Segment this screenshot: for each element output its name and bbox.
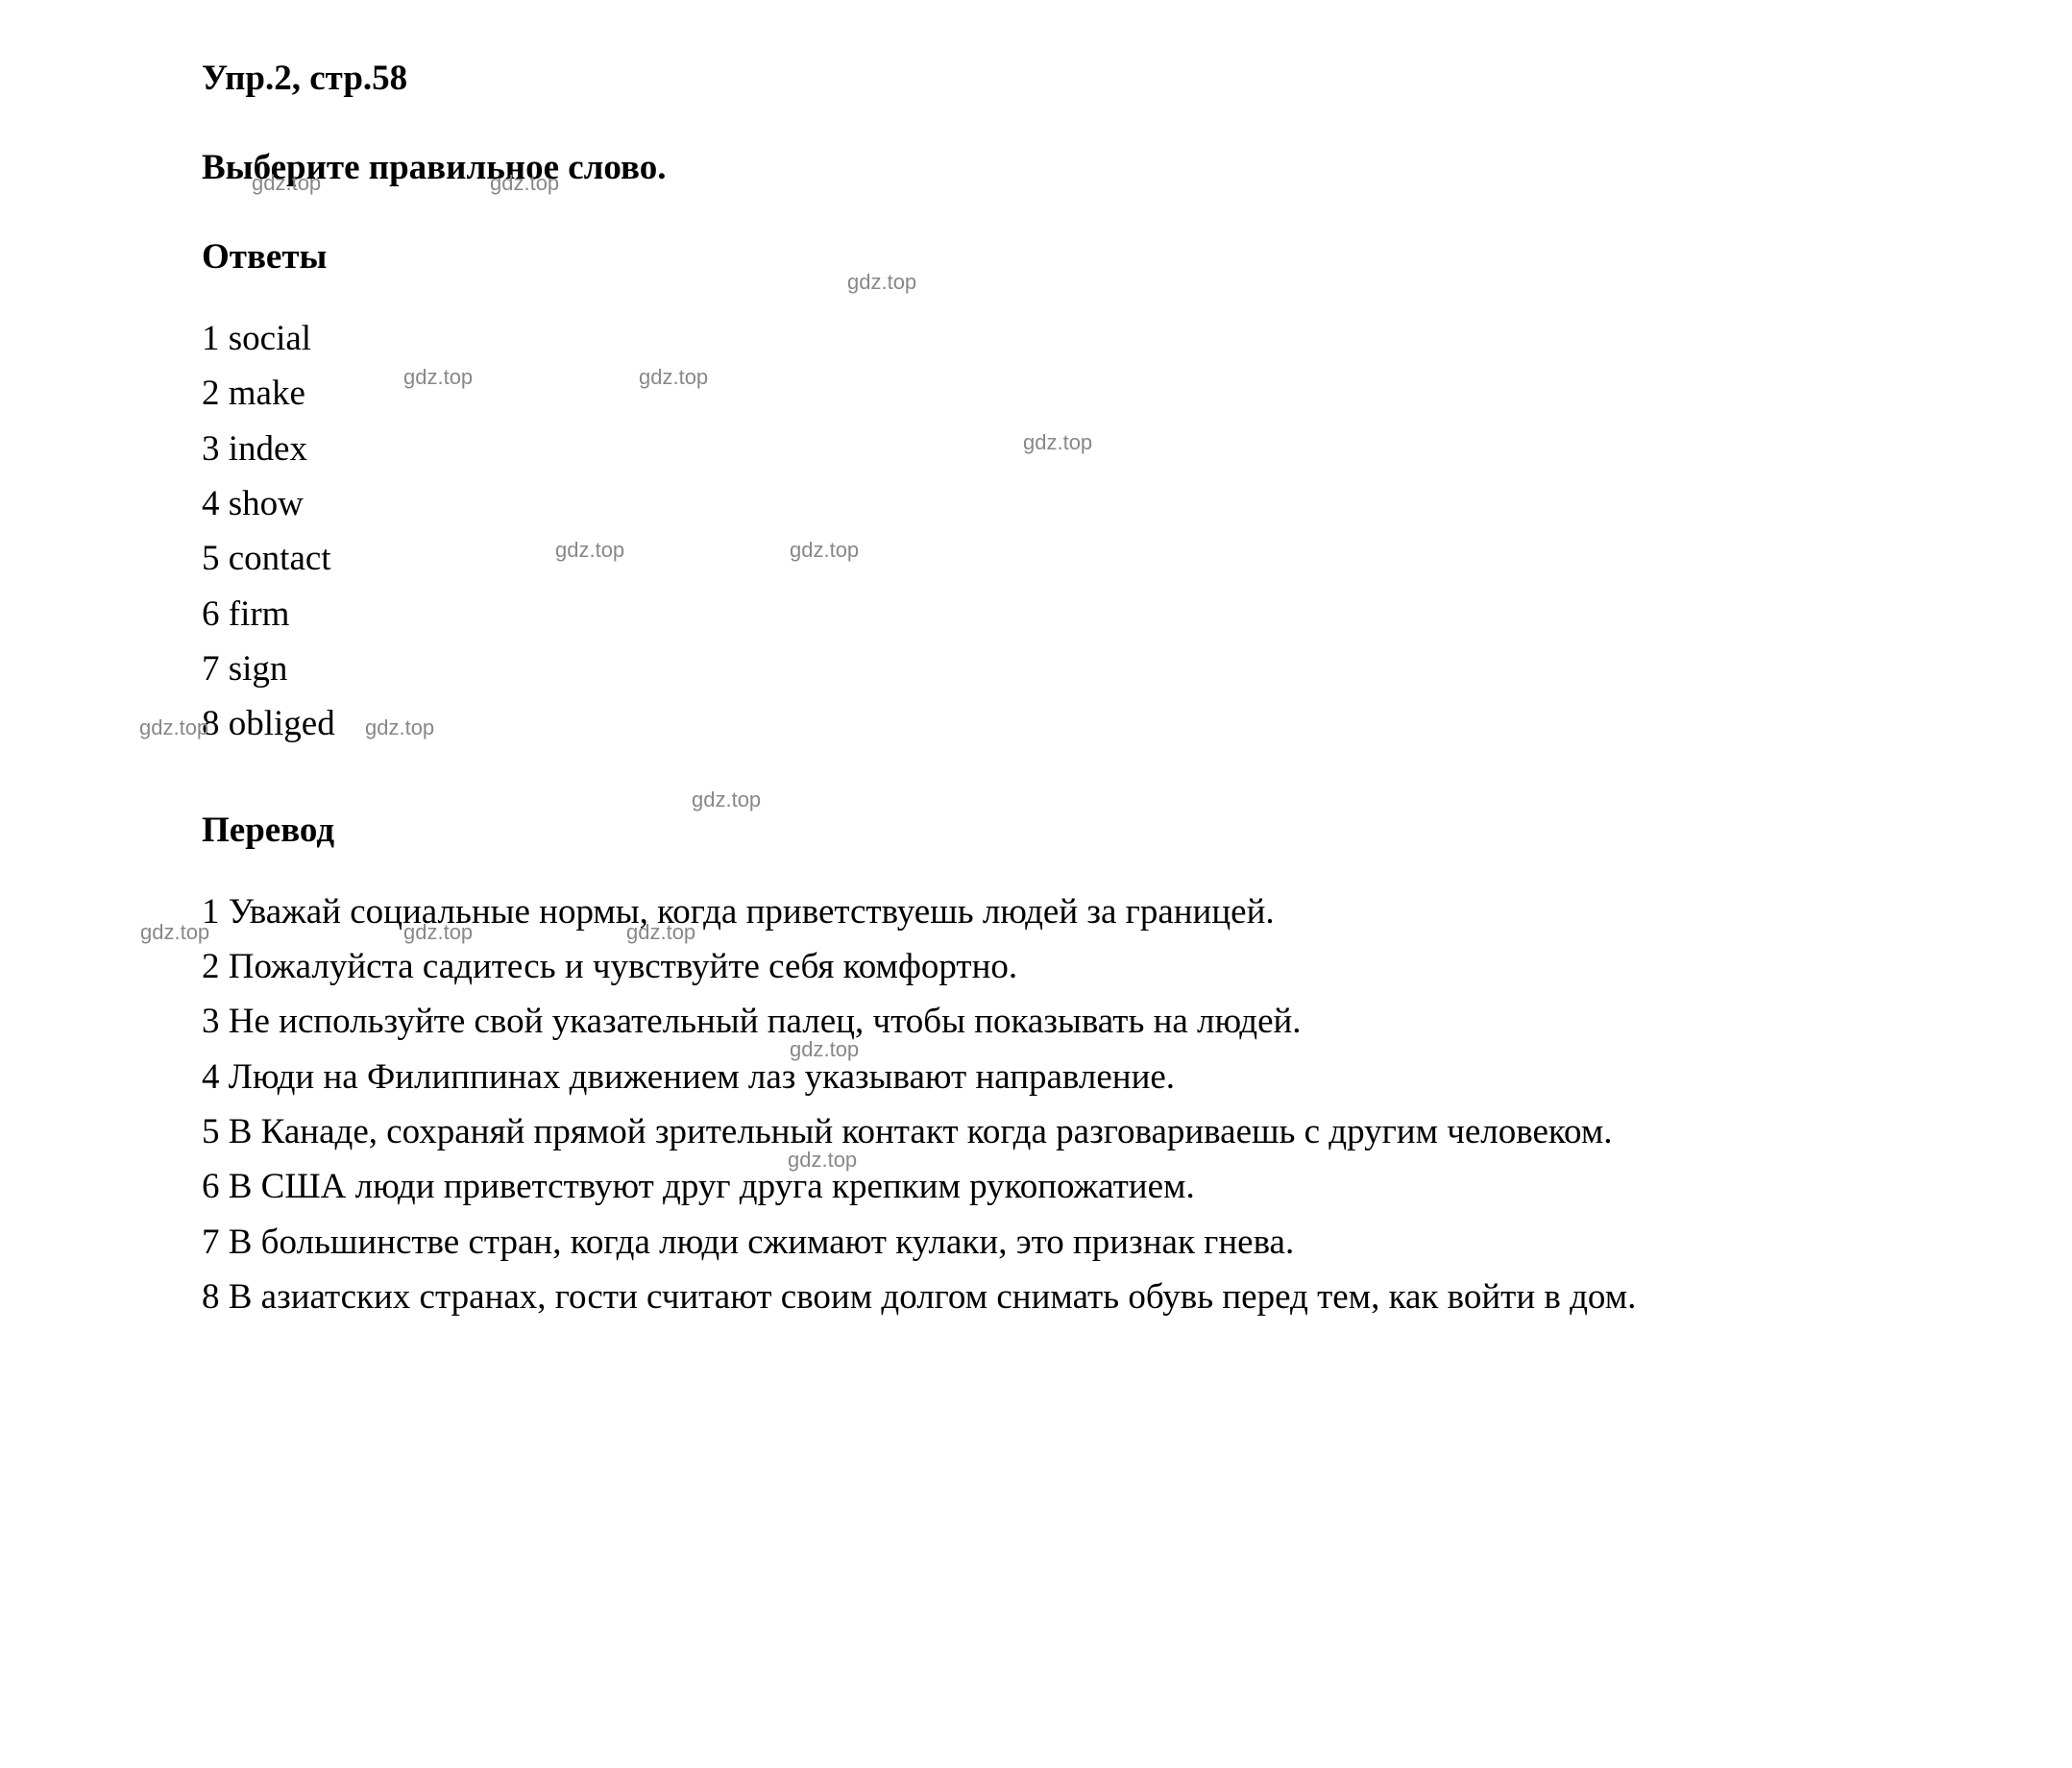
answer-item: 6 firm	[202, 587, 1976, 642]
translation-item: 6 В США люди приветствуют друг друга кре…	[96, 1159, 1976, 1214]
translation-item: 3 Не используйте свой указательный палец…	[96, 994, 1976, 1049]
translation-item: 4 Люди на Филиппинах движением лаз указы…	[96, 1050, 1976, 1104]
answers-title: Ответы	[202, 236, 1976, 278]
answer-item: 7 sign	[202, 642, 1976, 696]
translation-list: 1 Уважай социальные нормы, когда приветс…	[96, 884, 1976, 1325]
translation-section: Перевод 1 Уважай социальные нормы, когда…	[96, 810, 1976, 1325]
translation-item: 2 Пожалуйста садитесь и чувствуйте себя …	[96, 939, 1976, 994]
instruction-text: Выберите правильное слово.	[202, 147, 1976, 188]
translation-item: 5 В Канаде, сохраняй прямой зрительный к…	[96, 1104, 1976, 1159]
exercise-header: Упр.2, стр.58	[202, 58, 1976, 99]
answer-item: 3 index	[202, 422, 1976, 476]
answer-item: 2 make	[202, 366, 1976, 421]
translation-item: 8 В азиатских странах, гости считают сво…	[96, 1270, 1976, 1324]
watermark: gdz.top	[139, 715, 208, 740]
document-content: gdz.top gdz.top gdz.top gdz.top gdz.top …	[96, 58, 1976, 1325]
answers-list: 1 social 2 make 3 index 4 show 5 contact…	[202, 311, 1976, 752]
answer-item: 4 show	[202, 476, 1976, 531]
translation-item: 7 В большинстве стран, когда люди сжимаю…	[96, 1215, 1976, 1270]
answer-item: 1 social	[202, 311, 1976, 366]
answer-item: 5 contact	[202, 531, 1976, 586]
answer-item: 8 obliged	[202, 696, 1976, 751]
translation-title: Перевод	[202, 810, 1976, 851]
translation-item: 1 Уважай социальные нормы, когда приветс…	[96, 884, 1976, 939]
